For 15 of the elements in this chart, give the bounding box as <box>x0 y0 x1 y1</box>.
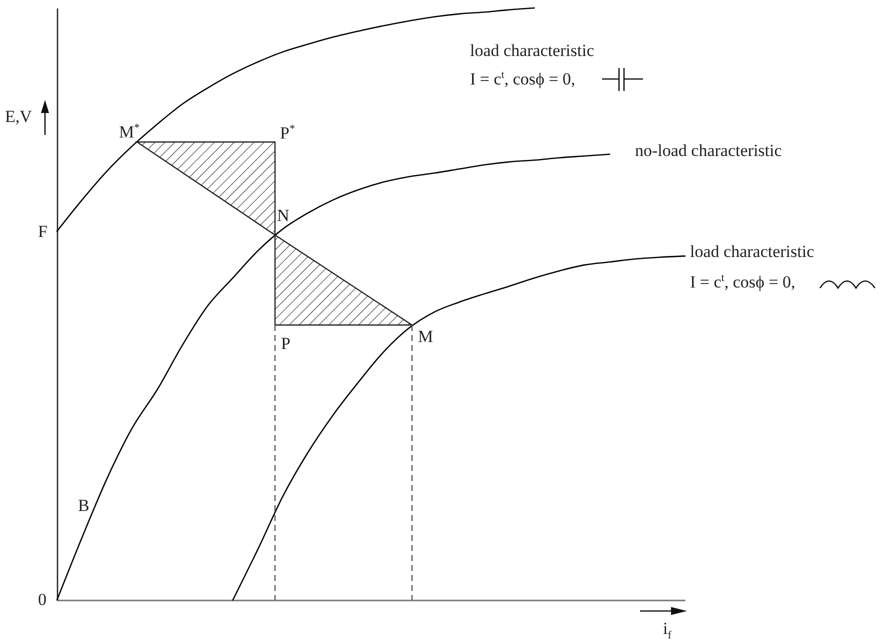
annotation: M$^{*}$ <box>119 122 140 142</box>
annotation: P$^{*}$ <box>280 123 295 143</box>
annotation: N <box>277 206 290 225</box>
annotation: P <box>281 334 290 353</box>
text: F <box>38 222 48 241</box>
x-axis-title: i$_{f}$ <box>663 619 672 642</box>
annotation: I = c$^{t}$, cosϕ = 0, <box>470 69 576 89</box>
series-label: no-load characteristic <box>635 141 782 160</box>
annotation: B <box>78 496 90 515</box>
series-label: load characteristic <box>690 242 814 261</box>
y-axis-title: E,V <box>5 107 32 126</box>
series-label: load characteristic <box>470 41 594 60</box>
text: I = c$^{t}$, cosϕ = 0, <box>690 272 796 292</box>
annotation: M <box>418 327 434 346</box>
text: 0 <box>38 590 46 609</box>
